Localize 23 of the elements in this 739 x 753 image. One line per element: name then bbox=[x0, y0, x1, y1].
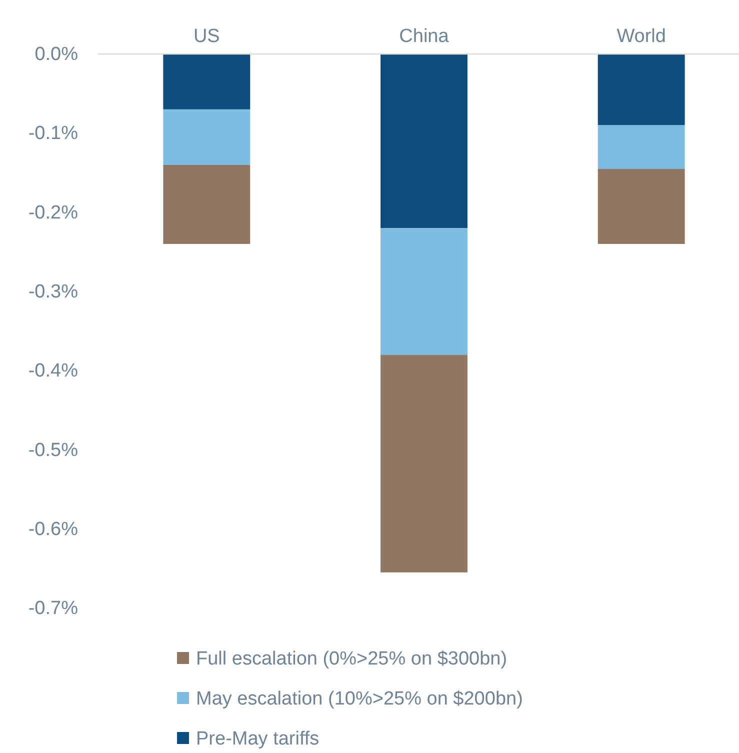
x-tick-label: World bbox=[616, 26, 666, 47]
bar bbox=[380, 54, 468, 228]
y-tick-label: -0.1% bbox=[28, 123, 78, 144]
y-tick-label: -0.6% bbox=[28, 518, 78, 540]
y-tick-label: -0.3% bbox=[28, 282, 78, 303]
legend-label: May escalation (10%>25% on $200bn) bbox=[196, 688, 523, 710]
bar bbox=[163, 109, 250, 165]
bar bbox=[598, 125, 685, 169]
y-tick-label: -0.7% bbox=[28, 598, 78, 620]
bar bbox=[163, 164, 250, 244]
x-tick-label: China bbox=[399, 26, 450, 47]
legend-label: Pre-May tariffs bbox=[196, 728, 320, 750]
y-tick-label: -0.4% bbox=[28, 360, 78, 382]
y-tick-label: -0.5% bbox=[28, 440, 78, 461]
bar bbox=[598, 168, 685, 244]
bar bbox=[163, 54, 250, 110]
bar bbox=[380, 354, 468, 572]
legend-label: Full escalation (0%>25% on $300bn) bbox=[196, 648, 508, 670]
y-tick-label: 0.0% bbox=[34, 44, 78, 66]
x-tick-label: US bbox=[193, 26, 220, 47]
y-tick-label: -0.2% bbox=[28, 202, 78, 224]
bar bbox=[598, 54, 685, 126]
bar bbox=[380, 228, 468, 355]
